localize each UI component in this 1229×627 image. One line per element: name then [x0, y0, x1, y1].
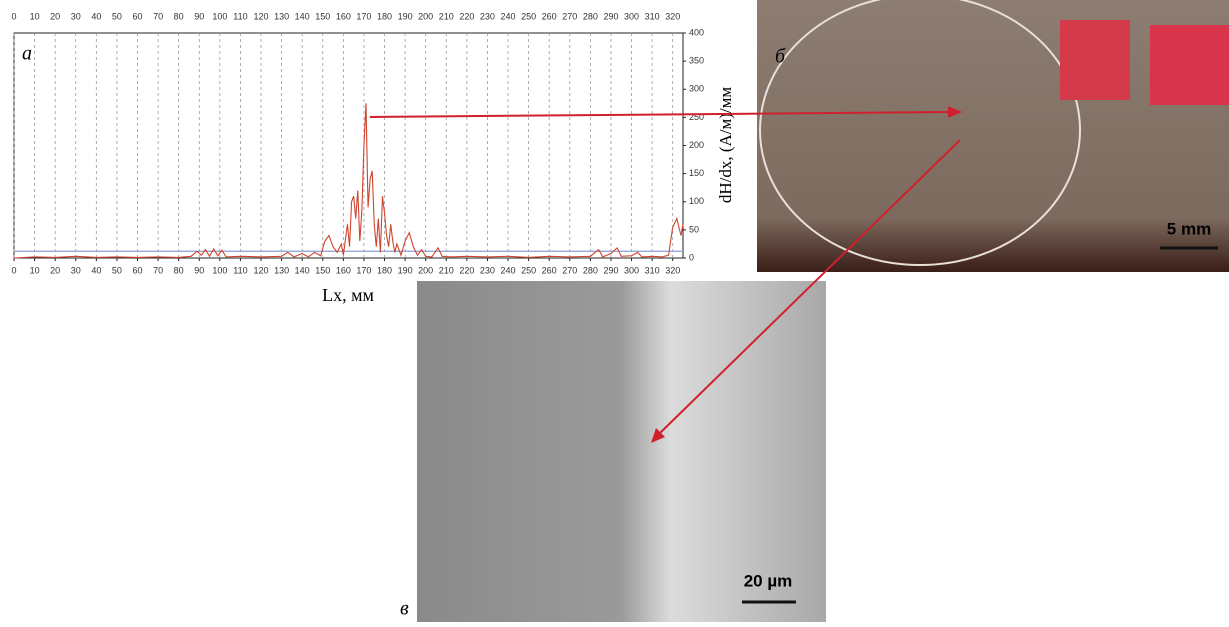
x-tick-label: 180	[377, 11, 392, 21]
x-tick-label: 90	[194, 265, 204, 275]
x-tick-label: 110	[233, 11, 247, 21]
y-axis-label: dH/dx, (A/м)/мм	[716, 87, 735, 204]
x-tick-label: 270	[562, 265, 577, 275]
x-tick-label: 200	[418, 265, 433, 275]
x-tick-label: 180	[377, 265, 392, 275]
x-tick-label: 0	[11, 11, 16, 21]
x-tick-label: 140	[295, 11, 310, 21]
x-tick-label: 160	[336, 11, 351, 21]
y-tick-label: 0	[689, 252, 694, 262]
x-tick-label: 230	[480, 265, 495, 275]
x-tick-label: 10	[30, 265, 40, 275]
x-tick-label: 70	[153, 265, 163, 275]
x-tick-label: 260	[542, 265, 557, 275]
x-tick-label: 140	[295, 265, 310, 275]
x-tick-label: 60	[132, 11, 142, 21]
x-tick-label: 30	[71, 11, 81, 21]
x-tick-label: 250	[521, 11, 536, 21]
x-tick-label: 50	[112, 265, 122, 275]
x-tick-label: 240	[501, 11, 516, 21]
x-tick-label: 310	[645, 11, 660, 21]
scale-label: 20 µm	[744, 571, 793, 590]
x-tick-label: 280	[583, 11, 598, 21]
x-tick-label: 320	[665, 11, 680, 21]
x-tick-label: 240	[501, 265, 516, 275]
x-tick-label: 270	[562, 11, 577, 21]
x-tick-label: 190	[398, 11, 413, 21]
x-tick-label: 0	[11, 265, 16, 275]
x-tick-label: 40	[91, 11, 101, 21]
x-tick-label: 80	[174, 11, 184, 21]
x-tick-label: 60	[132, 265, 142, 275]
y-tick-label: 100	[689, 196, 704, 206]
x-tick-label: 70	[153, 11, 163, 21]
x-tick-label: 160	[336, 265, 351, 275]
x-tick-label: 260	[542, 11, 557, 21]
figure: 5 mm б 20 µm в a Lx, мм dH/dx, (A/м)/мм …	[0, 0, 1229, 622]
panel-label: a	[22, 43, 32, 65]
x-tick-label: 150	[315, 265, 330, 275]
x-tick-label: 300	[624, 11, 639, 21]
x-tick-label: 30	[71, 265, 81, 275]
y-tick-label: 300	[689, 84, 704, 94]
x-tick-label: 210	[439, 11, 454, 21]
x-tick-label: 170	[356, 265, 371, 275]
x-tick-label: 320	[665, 265, 680, 275]
data-line	[14, 103, 683, 258]
y-tick-label: 50	[689, 224, 699, 234]
x-axis-label: Lx, мм	[322, 285, 374, 305]
x-tick-label: 80	[174, 265, 184, 275]
x-tick-label: 200	[418, 11, 433, 21]
y-tick-label: 200	[689, 140, 704, 150]
x-tick-label: 90	[194, 11, 204, 21]
x-tick-label: 310	[645, 265, 660, 275]
x-tick-label: 130	[274, 11, 289, 21]
x-tick-label: 250	[521, 265, 536, 275]
x-tick-label: 120	[253, 11, 268, 21]
x-tick-label: 210	[439, 265, 454, 275]
x-tick-label: 130	[274, 265, 289, 275]
scale-label: 5 mm	[1167, 219, 1211, 238]
x-tick-label: 150	[315, 11, 330, 21]
x-tick-label: 20	[50, 11, 60, 21]
plot-frame	[14, 33, 683, 258]
x-tick-label: 290	[603, 265, 618, 275]
y-tick-label: 350	[689, 56, 704, 66]
x-tick-label: 100	[212, 11, 227, 21]
panel-label: в	[400, 598, 409, 620]
x-tick-label: 280	[583, 265, 598, 275]
x-tick-label: 50	[112, 11, 122, 21]
y-tick-label: 400	[689, 27, 704, 37]
x-tick-label: 170	[356, 11, 371, 21]
x-tick-label: 110	[233, 265, 247, 275]
x-tick-label: 230	[480, 11, 495, 21]
x-tick-label: 20	[50, 265, 60, 275]
x-tick-label: 220	[459, 11, 474, 21]
x-tick-label: 10	[30, 11, 40, 21]
x-tick-label: 300	[624, 265, 639, 275]
x-tick-label: 120	[253, 265, 268, 275]
x-tick-label: 190	[398, 265, 413, 275]
x-tick-label: 40	[91, 265, 101, 275]
x-tick-label: 290	[603, 11, 618, 21]
y-tick-label: 150	[689, 168, 704, 178]
chart: Lx, мм dH/dx, (A/м)/мм 0 0 10 10 20 20 30 30 40 4…	[11, 11, 734, 305]
panel-label: б	[775, 46, 786, 68]
x-tick-label: 100	[212, 265, 227, 275]
red-mark	[1060, 20, 1130, 100]
x-tick-label: 220	[459, 265, 474, 275]
red-mark	[1150, 25, 1229, 105]
